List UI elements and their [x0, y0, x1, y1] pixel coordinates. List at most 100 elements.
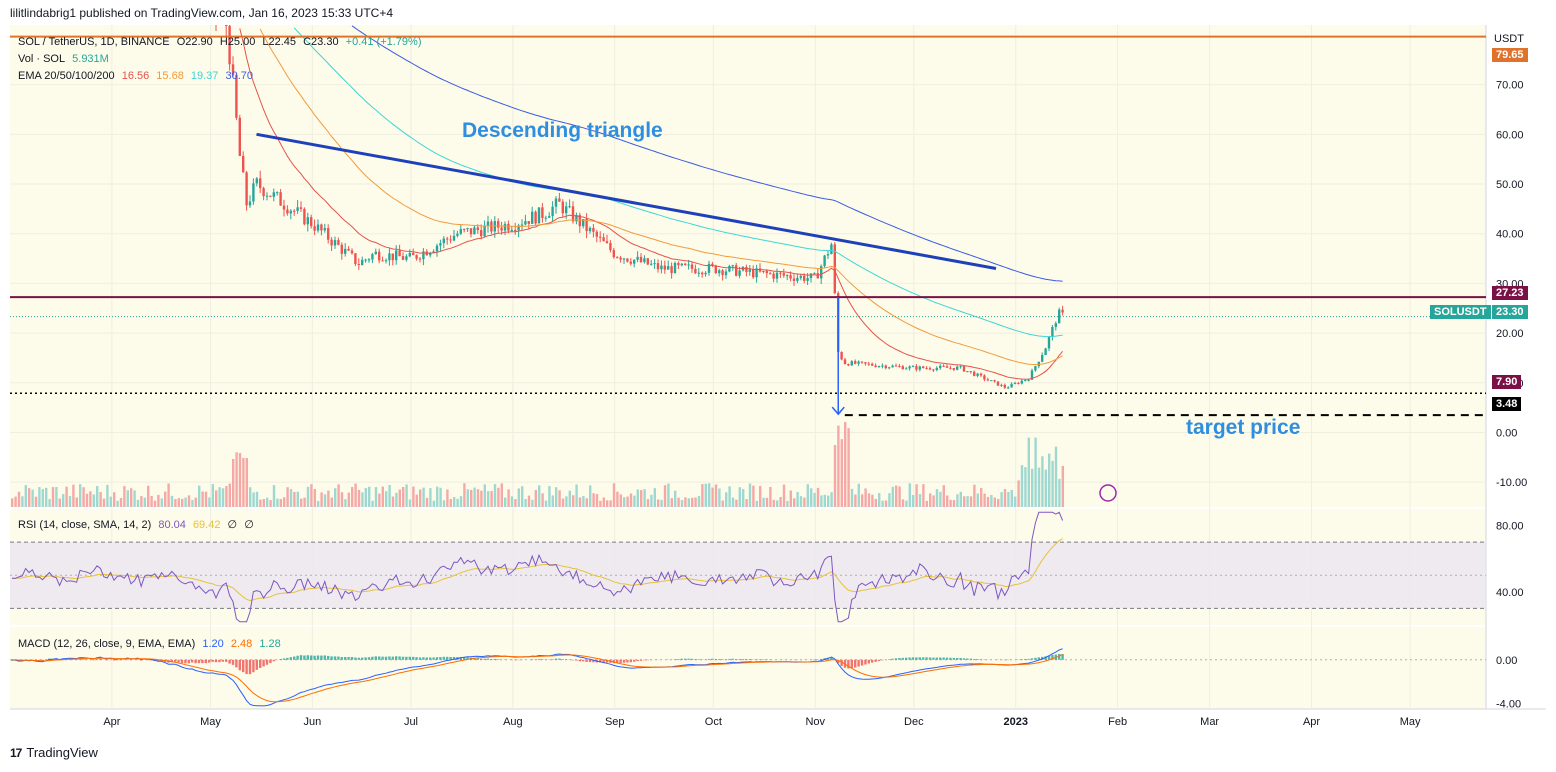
volume-bar [181, 498, 184, 507]
macd-histogram-bar [541, 659, 544, 660]
macd-histogram-bar [306, 655, 309, 660]
macd-histogram-bar [1030, 658, 1034, 660]
candle-body [296, 207, 299, 211]
candle-body [1041, 355, 1044, 362]
candle-body [605, 241, 609, 243]
candle-body [374, 251, 377, 255]
macd-histogram-bar [177, 659, 180, 663]
macd-histogram-bar [976, 659, 979, 660]
macd-histogram-bar [735, 659, 738, 660]
volume-bar [456, 498, 459, 507]
candle-body [1007, 387, 1010, 389]
candle-body [901, 366, 904, 370]
macd-histogram-bar [442, 656, 445, 660]
volume-bar [541, 493, 544, 507]
candle-body [1013, 382, 1017, 384]
macd-histogram-bar [231, 659, 235, 665]
candle-body [969, 371, 972, 373]
candle-body [905, 368, 908, 370]
macd-histogram-bar [170, 659, 173, 663]
macd-histogram-bar [1034, 657, 1037, 660]
candle-body [1034, 366, 1037, 371]
macd-histogram-bar [867, 659, 870, 664]
ema20-line [239, 28, 1063, 380]
candle-body [871, 363, 874, 366]
macd-histogram-bar [850, 659, 853, 669]
volume-bar [595, 494, 599, 507]
volume-bar [436, 486, 439, 507]
candle-body [990, 380, 993, 382]
candle-body [1017, 382, 1020, 384]
macd-histogram-bar [242, 659, 245, 673]
resistance-line [256, 132, 997, 270]
volume-bar [905, 500, 908, 507]
volume-bar [674, 490, 677, 507]
candle-body [531, 211, 534, 224]
candle-body [524, 221, 527, 225]
candle-body [847, 364, 850, 366]
candle-body [1051, 326, 1054, 338]
candle-body [1047, 337, 1051, 349]
candle-body [993, 380, 996, 382]
macd-histogram-bar [915, 657, 918, 660]
candle-body [585, 219, 588, 232]
volume-bar [245, 458, 248, 507]
candle-body [350, 250, 354, 254]
macd-histogram-bar [854, 659, 857, 668]
volume-bar [514, 499, 517, 507]
candle-body [748, 269, 751, 272]
candle-body [643, 258, 646, 263]
volume-bar [820, 495, 823, 507]
candle-body [316, 224, 320, 231]
top-line-tag: 79.65 [1492, 48, 1528, 62]
macd-histogram-bar [327, 655, 330, 660]
macd-histogram-bar [612, 659, 615, 664]
macd-histogram-bar [435, 657, 439, 660]
volume-bar [708, 483, 711, 507]
macd-histogram-bar [395, 656, 398, 660]
candle-body [452, 235, 456, 241]
volume-bar [378, 493, 381, 507]
volume-bar [677, 497, 680, 507]
volume-bar [116, 500, 119, 507]
candle-body [289, 210, 292, 214]
volume-bar [232, 459, 235, 507]
volume-bar [517, 488, 520, 507]
volume-bar [725, 492, 728, 507]
macd-histogram-bar [684, 658, 687, 660]
macd-histogram-bar [398, 656, 401, 660]
volume-bar [646, 498, 650, 507]
volume-bar [106, 484, 109, 507]
macd-histogram-bar [582, 659, 585, 662]
candle-body [803, 275, 806, 281]
candle-body [269, 195, 272, 197]
volume-bar [803, 497, 806, 507]
candle-body [898, 365, 901, 367]
volume-bar [102, 498, 106, 507]
volume-bar [289, 489, 293, 507]
volume-bar [779, 496, 782, 507]
macd-histogram-bar [310, 655, 313, 660]
month-tick-label: Aug [503, 716, 523, 728]
volume-value: 5.931M [72, 53, 109, 65]
macd-histogram-bar [262, 659, 265, 667]
volume-bar [1044, 469, 1047, 507]
volume-bar [585, 498, 588, 507]
chart-area[interactable]: 70.0060.0050.0040.0030.0020.0010.000.00-… [10, 25, 1546, 738]
volume-bar [153, 500, 157, 507]
candle-body [330, 239, 333, 246]
macd-histogram-bar [592, 659, 595, 663]
macd-histogram-bar [1061, 654, 1064, 660]
symbol-label: SOL / TetherUS, 1D, BINANCE [18, 36, 170, 48]
volume-bar [524, 499, 527, 507]
volume-bar [170, 495, 174, 507]
macd-histogram-bar [680, 658, 683, 660]
target-arrow-head [831, 406, 845, 416]
macd-histogram-bar [939, 657, 942, 660]
candle-body [799, 275, 802, 278]
candle-body [408, 252, 411, 257]
volume-bar [164, 491, 167, 507]
volume-bar [405, 484, 408, 507]
volume-bar [82, 487, 85, 507]
macd-histogram-bar [194, 659, 197, 664]
